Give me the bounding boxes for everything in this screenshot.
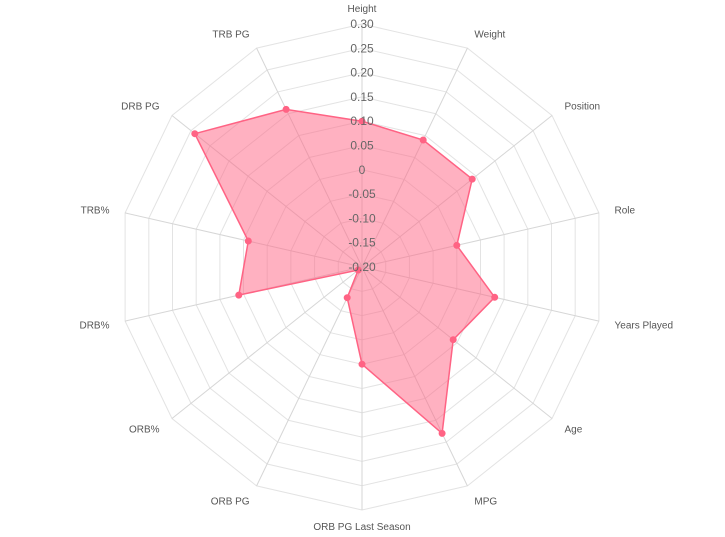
data-point[interactable] — [343, 294, 351, 302]
axis-label: DRB PG — [121, 102, 160, 113]
tick-label: -0.05 — [348, 187, 376, 201]
data-point[interactable] — [453, 241, 461, 249]
tick-label: -0.15 — [348, 236, 376, 250]
series-layer — [191, 105, 499, 437]
axis-label: Role — [615, 205, 636, 216]
spoke-line — [171, 266, 363, 419]
tick-label: -0.10 — [348, 211, 376, 225]
data-point[interactable] — [491, 293, 499, 301]
tick-labels: -0.20 -0.15 -0.10 -0.05 0 0.05 0.10 0.15 0.20 0.2… — [348, 17, 376, 274]
axis-label: Age — [565, 425, 583, 436]
tick-label: 0.25 — [350, 41, 374, 55]
spoke-line — [256, 266, 363, 487]
tick-label: 0.20 — [350, 66, 374, 80]
tick-label: 0.05 — [350, 139, 374, 153]
axis-label: Weight — [474, 30, 505, 41]
data-point[interactable] — [449, 336, 457, 344]
axis-label: Position — [565, 102, 601, 113]
data-point[interactable] — [468, 175, 476, 183]
data-point[interactable] — [244, 237, 252, 245]
data-point[interactable] — [354, 266, 362, 274]
tick-label: -0.20 — [348, 260, 376, 274]
data-point[interactable] — [282, 105, 290, 113]
tick-label: 0.10 — [350, 114, 374, 128]
data-point[interactable] — [358, 117, 366, 125]
data-point[interactable] — [358, 360, 366, 368]
axis-label: MPG — [474, 496, 497, 507]
data-point[interactable] — [235, 291, 243, 299]
axis-label: DRB% — [79, 321, 109, 332]
tick-label: 0 — [359, 163, 366, 177]
axis-label: Height — [348, 4, 377, 15]
data-point[interactable] — [191, 130, 199, 138]
axis-label: TRB PG — [212, 30, 249, 41]
tick-label: 0.15 — [350, 90, 374, 104]
axis-label: ORB PG Last Season — [313, 522, 410, 533]
axis-label: TRB% — [81, 205, 110, 216]
axis-label: ORB% — [129, 425, 160, 436]
axis-label: ORB PG — [211, 496, 250, 507]
data-point[interactable] — [419, 136, 427, 144]
axis-labels: Height Weight Position Role Years Played Age M… — [79, 4, 673, 533]
tick-label: 0.30 — [350, 17, 374, 31]
data-point[interactable] — [438, 429, 446, 437]
axis-label: Years Played — [615, 321, 674, 332]
